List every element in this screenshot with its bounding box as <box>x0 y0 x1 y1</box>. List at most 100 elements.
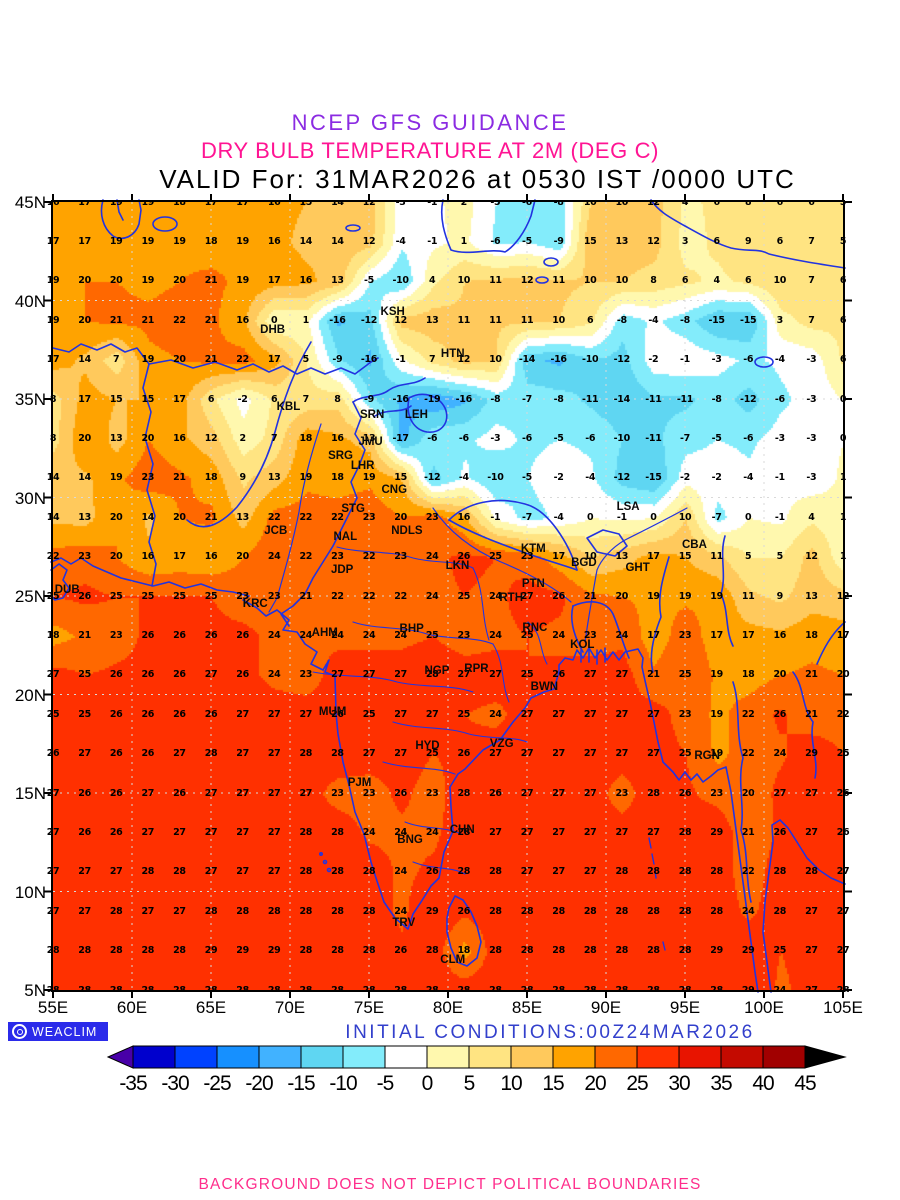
grid-value: 28 <box>489 984 502 993</box>
grid-value: 26 <box>173 787 186 799</box>
grid-value: 10 <box>583 551 597 563</box>
grid-value: 10 <box>457 275 471 287</box>
y-axis-label: 5N <box>24 981 46 1000</box>
grid-value: -4 <box>774 354 785 366</box>
grid-value: -16 <box>455 393 473 405</box>
grid-value: 28 <box>647 787 660 799</box>
grid-value: 26 <box>678 787 692 799</box>
grid-value: 28 <box>173 866 186 878</box>
colorbar-tick-label: 45 <box>794 1072 816 1095</box>
grid-value: 28 <box>647 905 660 917</box>
grid-value: 28 <box>425 984 439 993</box>
grid-value: 23 <box>78 551 91 563</box>
grid-value: 28 <box>520 945 534 957</box>
grid-value: 27 <box>236 708 249 720</box>
city-label-GHT: GHT <box>625 562 650 575</box>
grid-value: 26 <box>552 590 565 602</box>
grid-value: 27 <box>394 708 407 720</box>
grid-value: 28 <box>520 905 534 917</box>
grid-value: 25 <box>678 748 692 760</box>
colorbar-segment <box>762 1045 806 1069</box>
grid-value: 17 <box>267 275 281 287</box>
grid-value: 23 <box>267 590 281 602</box>
y-axis-label: 35N <box>14 390 46 409</box>
grid-value: -1 <box>427 202 438 208</box>
grid-value: 24 <box>394 866 407 878</box>
grid-value: 27 <box>583 866 597 878</box>
grid-value: 18 <box>457 945 471 957</box>
city-label-SRG: SRG <box>328 450 353 463</box>
grid-value: 19 <box>46 314 60 326</box>
grid-value: -6 <box>743 432 754 444</box>
x-axis-label: 65E <box>195 998 227 1017</box>
grid-value: 12 <box>457 354 471 366</box>
grid-value: 5 <box>839 202 847 208</box>
grid-value: -6 <box>427 432 438 444</box>
grid-value: 28 <box>204 748 218 760</box>
grid-value: -5 <box>490 202 501 208</box>
city-label-CLM: CLM <box>440 954 466 967</box>
colorbar-tick-label: 35 <box>710 1072 732 1095</box>
grid-value: 1 <box>460 235 468 247</box>
grid-value: 25 <box>425 748 439 760</box>
grid-value: 19 <box>710 748 723 760</box>
grid-value: 28 <box>109 945 123 957</box>
grid-value: 18 <box>741 669 755 681</box>
city-label-LHR: LHR <box>350 459 375 472</box>
grid-value: 28 <box>615 905 629 917</box>
grid-value: 5 <box>302 354 310 366</box>
grid-value: 14 <box>78 472 91 484</box>
grid-value: 6 <box>587 314 594 326</box>
grid-value: 17 <box>647 551 660 563</box>
weaclim-logo: WEACLIM <box>8 1022 108 1041</box>
city-label-AHM: AHM <box>311 627 338 640</box>
grid-value: -2 <box>237 393 248 405</box>
grid-value: 26 <box>46 748 60 760</box>
grid-value: -3 <box>806 393 817 405</box>
grid-value: -2 <box>648 354 659 366</box>
grid-value: 28 <box>647 945 660 957</box>
grid-value: -7 <box>522 511 532 523</box>
x-axis-label: 60E <box>116 998 148 1017</box>
grid-value: 9 <box>745 235 752 247</box>
grid-value: 26 <box>109 826 123 838</box>
grid-value: 27 <box>836 905 850 917</box>
grid-value: 8 <box>650 275 657 287</box>
grid-value: 27 <box>394 748 407 760</box>
colorbar-segment <box>720 1045 764 1069</box>
grid-value: 14 <box>46 472 60 484</box>
grid-value: 4 <box>713 275 720 287</box>
grid-value: 11 <box>489 314 502 326</box>
grid-value: 17 <box>46 235 60 247</box>
grid-value: 27 <box>173 826 186 838</box>
grid-value: 28 <box>331 748 344 760</box>
grid-value: 28 <box>362 984 376 993</box>
colorbar-segment <box>342 1045 386 1069</box>
grid-value: -17 <box>392 432 409 444</box>
grid-value: 6 <box>207 393 215 405</box>
grid-value: 6 <box>839 275 847 287</box>
grid-value: 28 <box>331 866 344 878</box>
grid-value: -9 <box>364 393 374 405</box>
city-label-PTN: PTN <box>521 578 545 591</box>
grid-value: 27 <box>236 866 249 878</box>
grid-value: 28 <box>331 945 344 957</box>
grid-value: 5 <box>745 551 752 563</box>
grid-value: 28 <box>425 669 439 681</box>
x-axis-label: 55E <box>37 998 69 1017</box>
x-axis-label: 100E <box>744 998 784 1017</box>
grid-value: 25 <box>109 590 123 602</box>
grid-value: 28 <box>552 905 565 917</box>
city-label-RTH: RTH <box>499 591 523 604</box>
grid-value: 29 <box>425 905 439 917</box>
map-frame <box>51 200 845 992</box>
grid-value: -6 <box>522 202 532 208</box>
page-title: NCEP GFS GUIDANCE <box>291 110 569 135</box>
grid-value: 28 <box>362 945 376 957</box>
grid-value: 7 <box>808 235 815 247</box>
grid-value: 27 <box>46 866 60 878</box>
grid-value: -4 <box>553 511 564 523</box>
grid-value: 18 <box>204 472 218 484</box>
grid-value: 25 <box>46 708 60 720</box>
grid-value: 26 <box>109 669 123 681</box>
